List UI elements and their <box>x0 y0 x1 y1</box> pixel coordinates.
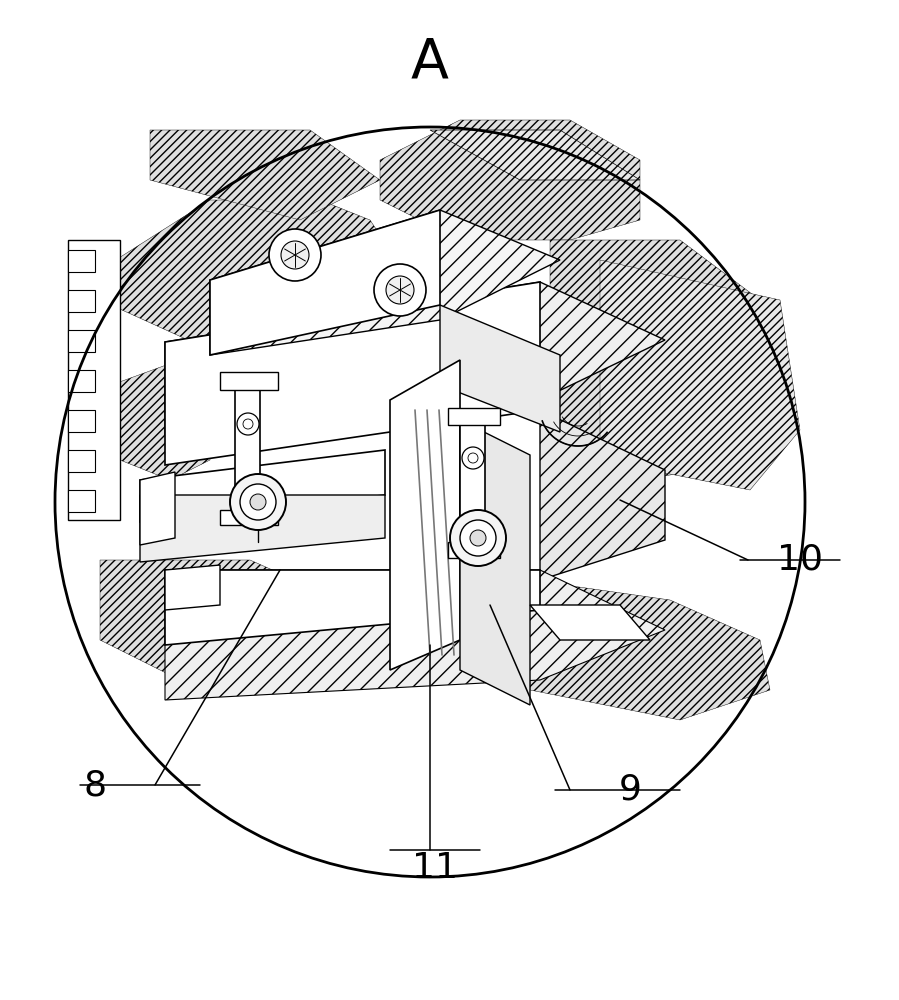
Polygon shape <box>220 372 278 390</box>
Polygon shape <box>68 490 95 512</box>
Polygon shape <box>100 200 390 350</box>
Polygon shape <box>165 282 540 465</box>
Polygon shape <box>150 130 380 220</box>
Circle shape <box>250 494 266 510</box>
Circle shape <box>240 484 276 520</box>
Polygon shape <box>68 330 95 352</box>
Circle shape <box>468 453 478 463</box>
Polygon shape <box>540 410 665 580</box>
Polygon shape <box>165 565 220 610</box>
Polygon shape <box>448 542 500 558</box>
Text: 8: 8 <box>84 768 107 802</box>
Circle shape <box>386 276 414 304</box>
Polygon shape <box>165 570 665 700</box>
Polygon shape <box>210 210 440 355</box>
Polygon shape <box>220 510 278 525</box>
Circle shape <box>374 264 426 316</box>
Polygon shape <box>68 290 95 312</box>
Circle shape <box>230 474 286 530</box>
Circle shape <box>237 413 259 435</box>
Polygon shape <box>70 360 210 480</box>
Text: A: A <box>411 35 449 89</box>
Circle shape <box>450 510 506 566</box>
Polygon shape <box>210 210 560 355</box>
Polygon shape <box>140 472 175 545</box>
Polygon shape <box>600 260 800 490</box>
Polygon shape <box>380 120 640 240</box>
Circle shape <box>269 229 321 281</box>
Circle shape <box>243 419 253 429</box>
Circle shape <box>462 447 484 469</box>
Polygon shape <box>100 560 380 690</box>
Polygon shape <box>165 282 665 435</box>
Polygon shape <box>440 305 560 432</box>
Polygon shape <box>550 240 780 480</box>
Polygon shape <box>235 385 260 520</box>
Polygon shape <box>448 408 500 425</box>
Text: 11: 11 <box>412 851 458 885</box>
Circle shape <box>460 520 496 556</box>
Polygon shape <box>140 450 385 522</box>
Polygon shape <box>68 250 95 272</box>
Polygon shape <box>140 495 385 562</box>
Text: 9: 9 <box>619 773 642 807</box>
Circle shape <box>281 241 309 269</box>
Polygon shape <box>530 605 650 640</box>
Polygon shape <box>68 450 95 472</box>
Polygon shape <box>460 420 530 705</box>
Polygon shape <box>390 360 460 670</box>
Polygon shape <box>530 580 770 720</box>
Polygon shape <box>68 370 95 392</box>
Circle shape <box>470 530 486 546</box>
Polygon shape <box>68 410 95 432</box>
Polygon shape <box>68 240 120 520</box>
Text: 10: 10 <box>777 543 823 577</box>
Polygon shape <box>460 420 485 555</box>
Polygon shape <box>165 570 540 645</box>
Polygon shape <box>430 130 640 180</box>
